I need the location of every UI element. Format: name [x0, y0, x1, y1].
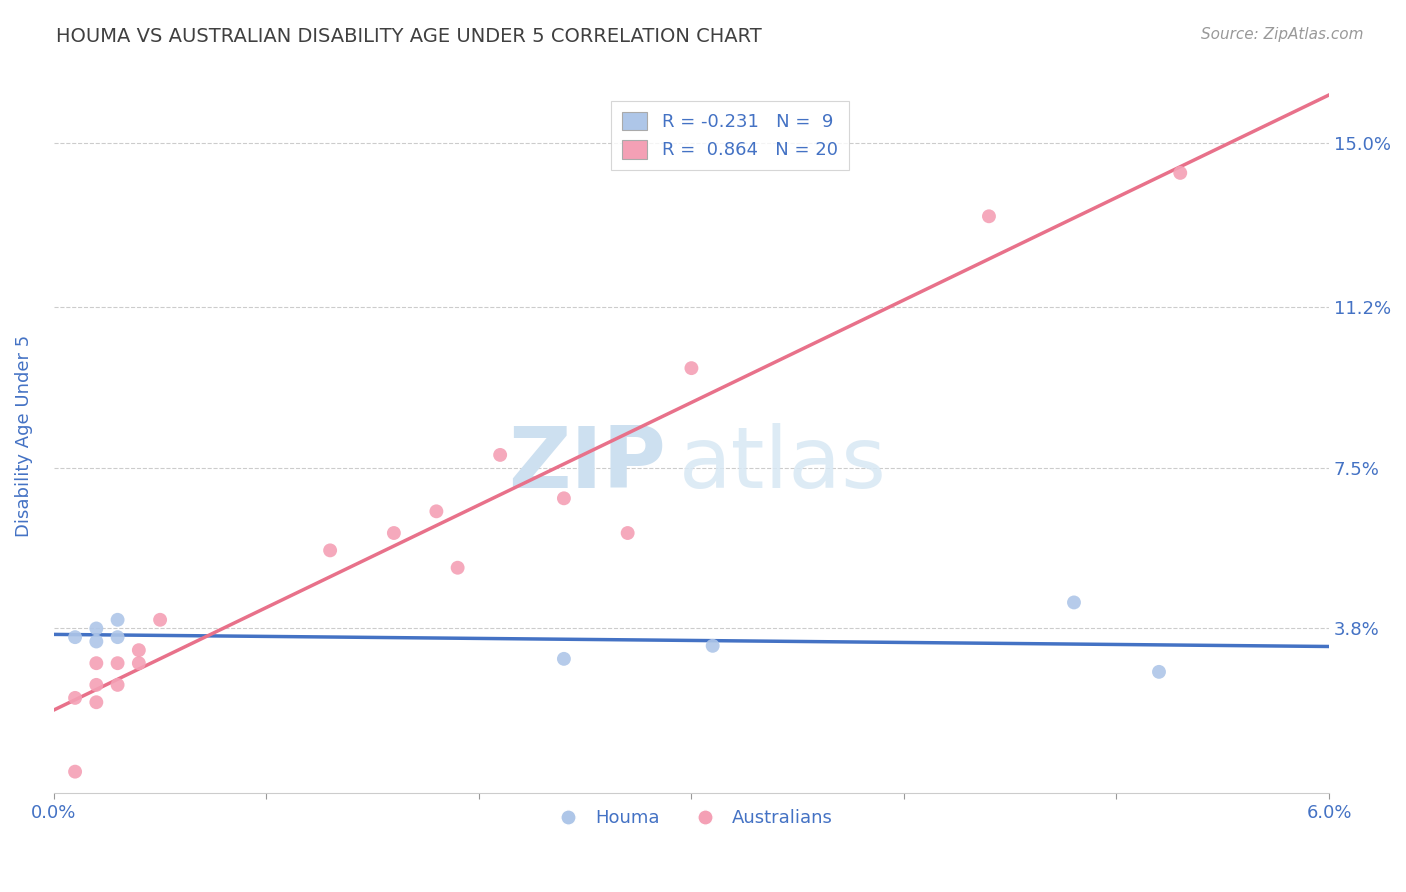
- Point: [63, 764, 86, 779]
- Point: [86, 678, 108, 692]
- Point: [86, 634, 108, 648]
- Point: [107, 613, 129, 627]
- Text: atlas: atlas: [679, 423, 887, 506]
- Point: [702, 639, 724, 653]
- Point: [553, 491, 575, 506]
- Point: [1147, 665, 1170, 679]
- Point: [425, 504, 447, 518]
- Point: [977, 209, 1000, 223]
- Point: [107, 656, 129, 670]
- Point: [616, 526, 638, 541]
- Point: [553, 652, 575, 666]
- Point: [149, 613, 172, 627]
- Point: [128, 656, 150, 670]
- Point: [128, 643, 150, 657]
- Text: ZIP: ZIP: [508, 423, 666, 506]
- Point: [86, 695, 108, 709]
- Point: [1168, 166, 1191, 180]
- Point: [86, 656, 108, 670]
- Point: [1063, 595, 1085, 609]
- Point: [382, 526, 405, 541]
- Text: Source: ZipAtlas.com: Source: ZipAtlas.com: [1201, 27, 1364, 42]
- Point: [319, 543, 342, 558]
- Point: [681, 361, 703, 376]
- Point: [63, 690, 86, 705]
- Legend: Houma, Australians: Houma, Australians: [543, 802, 839, 834]
- Text: HOUMA VS AUSTRALIAN DISABILITY AGE UNDER 5 CORRELATION CHART: HOUMA VS AUSTRALIAN DISABILITY AGE UNDER…: [56, 27, 762, 45]
- Point: [107, 630, 129, 644]
- Point: [86, 622, 108, 636]
- Y-axis label: Disability Age Under 5: Disability Age Under 5: [15, 334, 32, 536]
- Point: [63, 630, 86, 644]
- Point: [446, 560, 468, 574]
- Point: [489, 448, 512, 462]
- Point: [107, 678, 129, 692]
